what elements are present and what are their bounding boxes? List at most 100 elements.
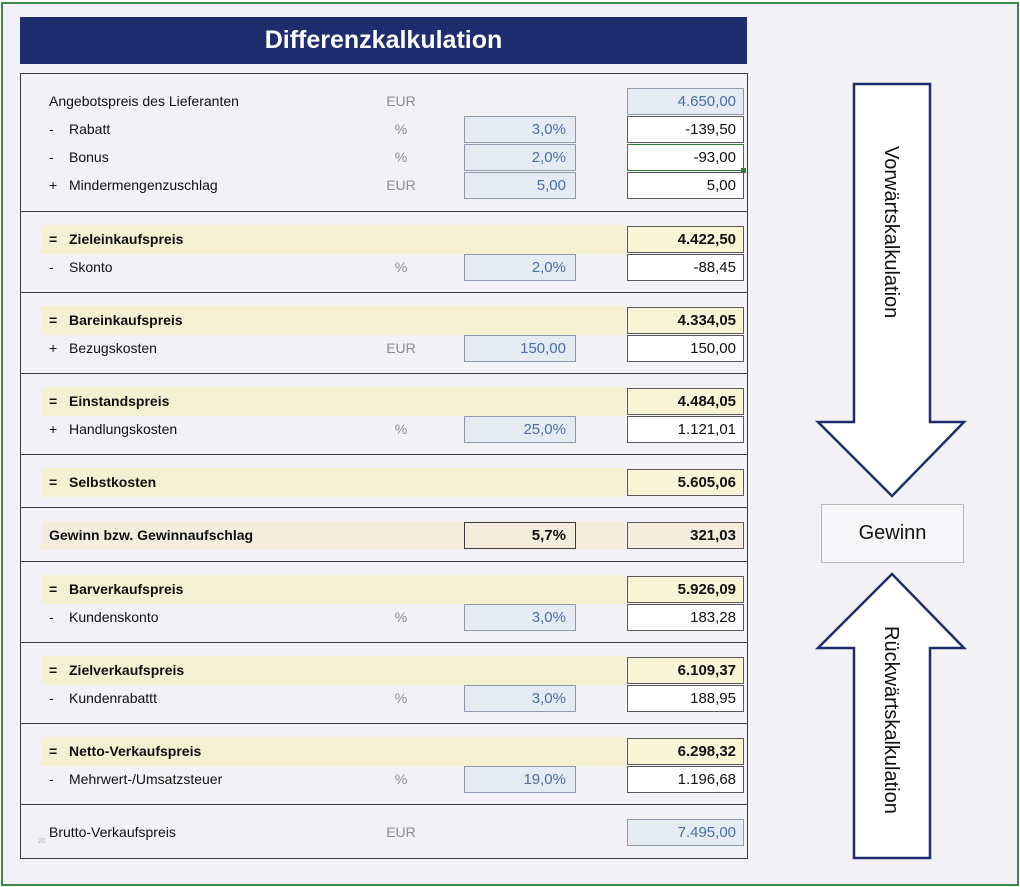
row-skonto: - Skonto % 2,0% -88,45	[41, 253, 745, 282]
row-highlight	[41, 737, 625, 766]
value-cell[interactable]: 1.121,01	[627, 416, 744, 443]
value-cell[interactable]: 5.605,06	[627, 469, 744, 496]
row-sign: -	[49, 609, 54, 625]
row-label: Zieleinkaufspreis	[69, 231, 184, 247]
row-label: Gewinn bzw. Gewinnaufschlag	[49, 527, 254, 543]
value-cell[interactable]: 4.334,05	[627, 307, 744, 334]
row-kundenskonto: - Kundenskonto % 3,0% 183,28	[41, 603, 745, 632]
divider	[21, 454, 747, 455]
divider	[21, 211, 747, 212]
value-cell[interactable]: 183,28	[627, 604, 744, 631]
rate-input[interactable]: 2,0%	[464, 144, 576, 171]
row-label: Mindermengenzuschlag	[69, 177, 218, 193]
value-cell[interactable]: 4.650,00	[627, 88, 744, 115]
row-unit: EUR	[386, 824, 416, 840]
row-unit: %	[394, 259, 408, 275]
row-label: Kundenskonto	[69, 609, 159, 625]
down-arrow-icon	[814, 82, 967, 498]
row-unit: EUR	[386, 93, 416, 109]
row-bareinkaufspreis: = Bareinkaufspreis 4.334,05	[41, 306, 745, 335]
row-sign: =	[49, 743, 58, 759]
value-cell[interactable]: 5.926,09	[627, 576, 744, 603]
row-zielverkaufspreis: = Zielverkaufspreis 6.109,37	[41, 656, 745, 685]
value-cell[interactable]: 5,00	[627, 172, 744, 199]
row-label: Einstandspreis	[69, 393, 170, 409]
divider	[21, 561, 747, 562]
row-label: Barverkaufspreis	[69, 581, 184, 597]
value-cell[interactable]: -139,50	[627, 116, 744, 143]
up-arrow-icon	[814, 572, 967, 860]
backward-calculation-label: Rückwärtskalkulation	[880, 626, 902, 814]
row-label: Skonto	[69, 259, 113, 275]
row-label: Brutto-Verkaufspreis	[49, 824, 176, 840]
row-unit: %	[394, 421, 408, 437]
cell-text: -93,00	[693, 149, 736, 166]
row-unit: EUR	[386, 177, 416, 193]
value-cell-selected[interactable]: -93,00	[627, 144, 746, 173]
divider	[21, 642, 747, 643]
row-label: Kundenrabattt	[69, 690, 157, 706]
row-label: Handlungskosten	[69, 421, 178, 437]
row-sign: =	[49, 581, 58, 597]
rate-input[interactable]: 3,0%	[464, 604, 576, 631]
row-sign: +	[49, 421, 58, 437]
rate-input[interactable]: 5,7%	[464, 522, 576, 549]
value-cell[interactable]: -88,45	[627, 254, 744, 281]
fill-handle[interactable]	[741, 168, 746, 173]
value-cell[interactable]: 1.196,68	[627, 766, 744, 793]
rate-input[interactable]: 2,0%	[464, 254, 576, 281]
row-highlight	[41, 387, 625, 416]
page-title: Differenzkalkulation	[20, 17, 747, 64]
value-cell[interactable]: 188,95	[627, 685, 744, 712]
row-highlight	[41, 225, 625, 254]
row-sign: =	[49, 662, 58, 678]
row-unit: %	[394, 771, 408, 787]
rate-input[interactable]: 3,0%	[464, 685, 576, 712]
value-cell[interactable]: 6.109,37	[627, 657, 744, 684]
profit-box: Gewinn	[821, 504, 964, 563]
row-label: Zielverkaufspreis	[69, 662, 185, 678]
row-highlight	[41, 468, 625, 497]
row-barverkaufspreis: = Barverkaufspreis 5.926,09	[41, 575, 745, 604]
divider	[21, 804, 747, 805]
value-cell[interactable]: 7.495,00	[627, 819, 744, 846]
page-mark: 20	[38, 838, 46, 845]
row-highlight	[41, 656, 625, 685]
row-gewinn: Gewinn bzw. Gewinnaufschlag 5,7% 321,03	[41, 521, 745, 550]
value-cell[interactable]: 321,03	[627, 522, 744, 549]
row-sign: +	[49, 340, 58, 356]
rate-input[interactable]: 25,0%	[464, 416, 576, 443]
value-cell[interactable]: 6.298,32	[627, 738, 744, 765]
row-netto-verkaufspreis: = Netto-Verkaufspreis 6.298,32	[41, 737, 745, 766]
row-label: Selbstkosten	[69, 474, 157, 490]
row-handlungskosten: + Handlungskosten % 25,0% 1.121,01	[41, 415, 745, 444]
rate-input[interactable]: 150,00	[464, 335, 576, 362]
row-unit: %	[394, 121, 408, 137]
row-kundenrabatt: - Kundenrabattt % 3,0% 188,95	[41, 684, 745, 713]
row-highlight	[41, 306, 625, 335]
row-sign: +	[49, 177, 58, 193]
row-sign: -	[49, 771, 54, 787]
row-sign: -	[49, 259, 54, 275]
divider	[21, 507, 747, 508]
row-label: Angebotspreis des Lieferanten	[49, 93, 239, 109]
value-cell[interactable]: 150,00	[627, 335, 744, 362]
calculation-table: Angebotspreis des Lieferanten EUR 4.650,…	[20, 73, 748, 859]
row-sign: =	[49, 231, 58, 247]
value-cell[interactable]: 4.484,05	[627, 388, 744, 415]
divider	[21, 373, 747, 374]
row-sign: =	[49, 393, 58, 409]
forward-calculation-label: Vorwärtskalkulation	[880, 146, 902, 319]
divider	[21, 292, 747, 293]
row-zieleinkaufspreis: = Zieleinkaufspreis 4.422,50	[41, 225, 745, 254]
rate-input[interactable]: 3,0%	[464, 116, 576, 143]
rate-input[interactable]: 19,0%	[464, 766, 576, 793]
row-label: Bonus	[69, 149, 109, 165]
value-cell[interactable]: 4.422,50	[627, 226, 744, 253]
divider	[21, 723, 747, 724]
row-sign: =	[49, 474, 58, 490]
row-unit: %	[394, 149, 408, 165]
row-brutto-verkaufspreis: Brutto-Verkaufspreis EUR 7.495,00	[41, 818, 745, 847]
rate-input[interactable]: 5,00	[464, 172, 576, 199]
